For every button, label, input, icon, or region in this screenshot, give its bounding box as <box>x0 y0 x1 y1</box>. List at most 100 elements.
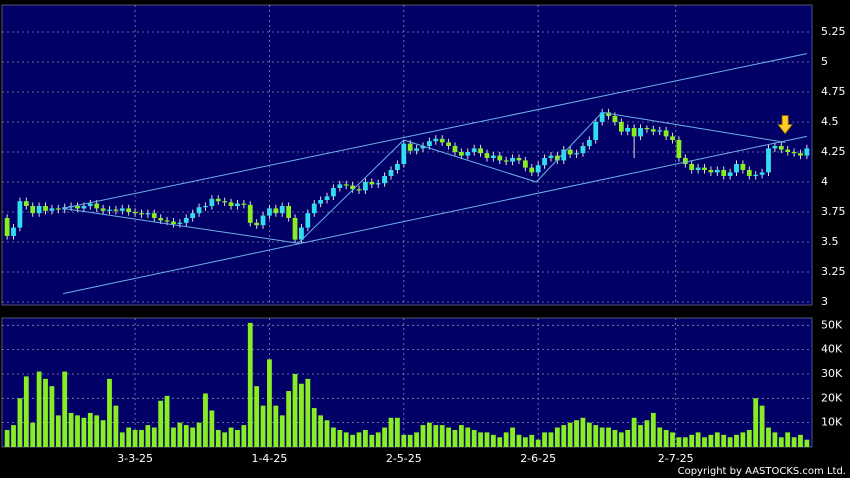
volume-bar <box>567 422 573 447</box>
volume-bar <box>606 427 611 447</box>
volume-bar <box>87 412 93 447</box>
candle-body <box>132 212 138 214</box>
volume-bar <box>183 425 189 447</box>
candle-body <box>798 153 803 156</box>
volume-bar <box>30 422 36 447</box>
candle-body <box>625 128 631 132</box>
candle-body <box>203 206 208 208</box>
volume-bar <box>465 427 471 447</box>
candle-body <box>439 138 445 143</box>
candle-body <box>490 155 496 158</box>
arrow-marker <box>777 115 793 135</box>
volume-bar <box>746 429 752 447</box>
volume-bar <box>593 425 599 447</box>
volume-bar <box>286 391 292 447</box>
candle-body <box>183 218 189 223</box>
candle-body <box>791 152 797 154</box>
volume-bar <box>49 386 55 447</box>
candle-body <box>119 208 125 211</box>
candle-body <box>267 208 272 216</box>
volume-bar <box>548 432 554 447</box>
volume-bar <box>714 432 720 447</box>
volume-bar <box>734 434 739 447</box>
candle-body <box>87 203 93 206</box>
y-tick-label: 30K <box>821 367 843 380</box>
candle-body <box>676 140 682 158</box>
copyright: Copyright by AASTOCKS.com Ltd. <box>678 466 846 477</box>
candle-body <box>574 153 579 155</box>
candle-body <box>593 122 599 140</box>
candle-body <box>331 188 336 197</box>
candle-body <box>606 112 611 116</box>
candle-body <box>49 208 55 211</box>
y-tick-label: 3 <box>821 295 828 308</box>
volume-bar <box>804 439 810 447</box>
volume-bar <box>350 434 356 447</box>
candle-body <box>254 222 260 226</box>
candle-body <box>235 203 240 206</box>
volume-bar <box>299 383 304 447</box>
candle-body <box>356 189 362 191</box>
candle-body <box>382 176 388 184</box>
volume-bar <box>420 425 426 447</box>
y-tick-label: 3.75 <box>821 205 846 218</box>
volume-bar <box>407 434 413 447</box>
candle-body <box>286 206 292 218</box>
x-tick-label: 3-3-25 <box>117 452 153 465</box>
candle-body <box>567 149 573 155</box>
candle-body <box>324 196 330 200</box>
candle-body <box>241 203 247 205</box>
candle-body <box>55 208 61 210</box>
volume-bar <box>164 395 170 447</box>
volume-bar <box>490 434 496 447</box>
volume-bar <box>324 420 330 447</box>
candle-body <box>23 201 29 206</box>
volume-bar <box>522 437 528 447</box>
candle-body <box>554 155 560 161</box>
candle-body <box>785 149 791 152</box>
volume-bar <box>267 359 272 447</box>
y-tick-label: 5 <box>821 55 828 68</box>
volume-bar <box>580 417 586 447</box>
volume-bar <box>107 378 112 447</box>
candle-body <box>542 158 547 166</box>
candle-body <box>433 138 439 142</box>
candle-body <box>471 148 477 152</box>
candle-body <box>650 129 656 132</box>
volume-bar <box>554 427 560 447</box>
volume-bar <box>343 432 349 447</box>
candle-body <box>740 164 746 170</box>
candle-body <box>94 203 100 209</box>
candle-body <box>414 148 419 151</box>
volume-bar <box>395 417 400 447</box>
candle-body <box>350 185 356 190</box>
volume-bar <box>798 434 803 447</box>
volume-bar <box>542 432 547 447</box>
volume-bar <box>222 432 228 447</box>
volume-bar <box>241 425 247 447</box>
volume-bar <box>612 429 618 447</box>
candle-body <box>753 174 759 176</box>
y-tick-label: 50K <box>821 318 843 331</box>
candle-body <box>171 221 176 224</box>
volume-bar <box>4 429 10 447</box>
y-tick-label: 40K <box>821 343 843 356</box>
candle-body <box>11 227 16 236</box>
candle-body <box>644 128 650 130</box>
volume-bar <box>382 427 388 447</box>
volume-bar <box>414 432 419 447</box>
candle-body <box>36 206 42 214</box>
candle-body <box>529 167 535 173</box>
volume-bar <box>401 434 407 447</box>
volume-bar <box>708 434 714 447</box>
volume-bar <box>650 412 656 447</box>
volume-bar <box>203 393 208 447</box>
volume-bar <box>766 427 771 447</box>
volume-bar <box>458 425 464 447</box>
volume-bar <box>356 432 362 447</box>
volume-bar <box>727 437 733 447</box>
candle-body <box>113 209 119 211</box>
volume-bar <box>23 376 29 447</box>
candle-body <box>682 158 688 164</box>
